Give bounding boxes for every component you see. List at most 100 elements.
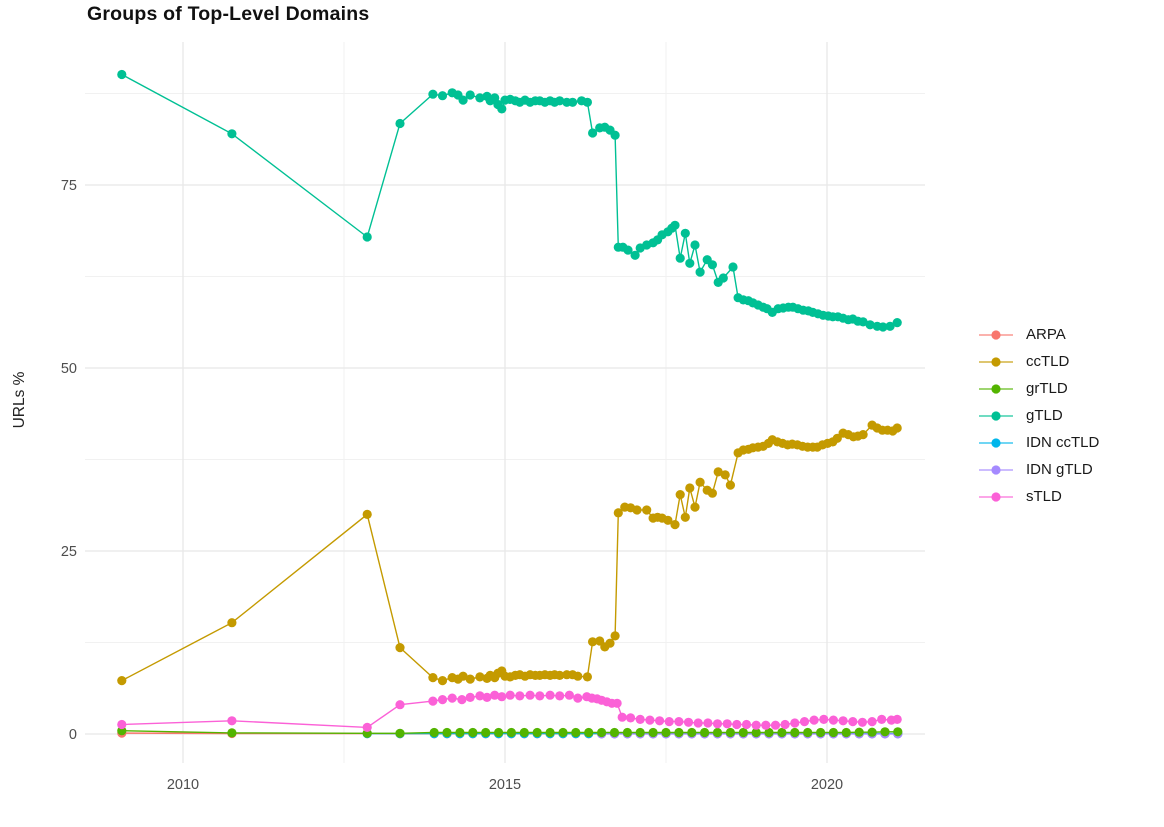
y-axis-title: URLs %: [11, 371, 28, 429]
legend-item-gtld: gTLD: [977, 402, 1099, 429]
data-point: [475, 672, 485, 682]
data-point: [728, 262, 738, 272]
data-point: [558, 727, 568, 738]
data-point: [712, 719, 723, 729]
legend-item-grtld: grTLD: [977, 375, 1099, 402]
data-point: [395, 643, 405, 653]
data-point: [695, 267, 705, 277]
data-point: [571, 727, 581, 738]
data-point: [648, 727, 658, 738]
legend-key-icon: [979, 491, 1013, 502]
data-point: [597, 727, 607, 738]
data-point: [535, 691, 545, 701]
data-point: [816, 727, 826, 738]
legend-key-icon: [979, 410, 1013, 421]
legend-key-dot: [991, 491, 1001, 502]
data-point: [475, 691, 485, 701]
data-point: [695, 477, 705, 487]
data-point: [505, 690, 515, 700]
data-point: [465, 90, 475, 100]
y-tick-label: 0: [69, 727, 77, 743]
data-point: [626, 713, 636, 723]
data-point: [828, 727, 839, 738]
data-point: [573, 671, 583, 681]
data-point: [690, 502, 700, 512]
data-point: [661, 727, 671, 738]
data-point: [442, 727, 452, 738]
data-point: [720, 470, 730, 480]
data-point: [680, 228, 690, 238]
data-point: [867, 717, 877, 727]
data-point: [610, 130, 620, 140]
data-point: [675, 253, 685, 263]
data-point: [490, 690, 500, 700]
data-point: [623, 245, 633, 255]
data-point: [568, 97, 578, 107]
data-point: [803, 727, 813, 738]
data-point: [858, 317, 868, 327]
series-stld: [117, 690, 902, 733]
data-point: [655, 716, 665, 726]
data-point: [227, 618, 237, 628]
data-point: [892, 714, 902, 725]
data-point: [632, 505, 642, 515]
data-point: [227, 716, 237, 726]
data-point: [475, 93, 485, 103]
data-point: [455, 727, 465, 738]
data-point: [777, 727, 787, 738]
data-series-layer: [117, 69, 903, 739]
data-point: [712, 727, 723, 738]
legend-item-label: IDN gTLD: [1026, 461, 1093, 478]
data-point: [687, 727, 697, 738]
data-point: [395, 728, 405, 738]
data-point: [854, 727, 864, 737]
data-point: [685, 258, 695, 268]
data-point: [555, 670, 565, 681]
legend-item-label: ccTLD: [1026, 353, 1070, 370]
legend-key-icon: [979, 464, 1013, 475]
data-point: [612, 698, 622, 708]
data-point: [670, 220, 680, 230]
data-point: [690, 240, 700, 250]
legend-item-arpa: ARPA: [977, 321, 1099, 348]
data-point: [588, 637, 598, 647]
data-point: [227, 728, 237, 738]
data-point: [741, 719, 752, 730]
data-point: [645, 715, 655, 725]
data-point: [437, 676, 448, 686]
data-point: [877, 714, 887, 725]
data-point: [707, 260, 718, 270]
legend-key-dot: [991, 356, 1001, 367]
chart-title: Groups of Top-Level Domains: [87, 3, 370, 25]
data-point: [465, 692, 475, 703]
data-point: [799, 717, 810, 727]
data-point: [525, 690, 535, 700]
data-point: [751, 720, 761, 730]
legend-key-dot: [991, 464, 1001, 475]
data-point: [545, 690, 555, 700]
data-point: [683, 717, 694, 727]
data-point: [482, 692, 492, 703]
data-point: [703, 718, 713, 728]
data-point: [117, 676, 127, 686]
legend-key-dot: [991, 410, 1001, 421]
x-tick-label: 2010: [167, 777, 199, 793]
data-point: [674, 717, 684, 727]
data-point: [617, 712, 627, 722]
data-point: [515, 691, 525, 701]
data-point: [497, 692, 507, 702]
data-point: [458, 95, 468, 105]
data-point: [764, 727, 774, 738]
data-point: [497, 104, 507, 114]
data-point: [693, 718, 703, 728]
data-point: [609, 727, 620, 738]
y-tick-label: 25: [61, 544, 77, 560]
data-point: [428, 673, 438, 683]
data-point: [780, 719, 790, 730]
data-point: [725, 480, 736, 490]
data-point: [790, 727, 800, 738]
data-point: [613, 508, 623, 518]
data-point: [506, 727, 516, 738]
data-point: [481, 727, 491, 738]
data-point: [362, 722, 372, 733]
